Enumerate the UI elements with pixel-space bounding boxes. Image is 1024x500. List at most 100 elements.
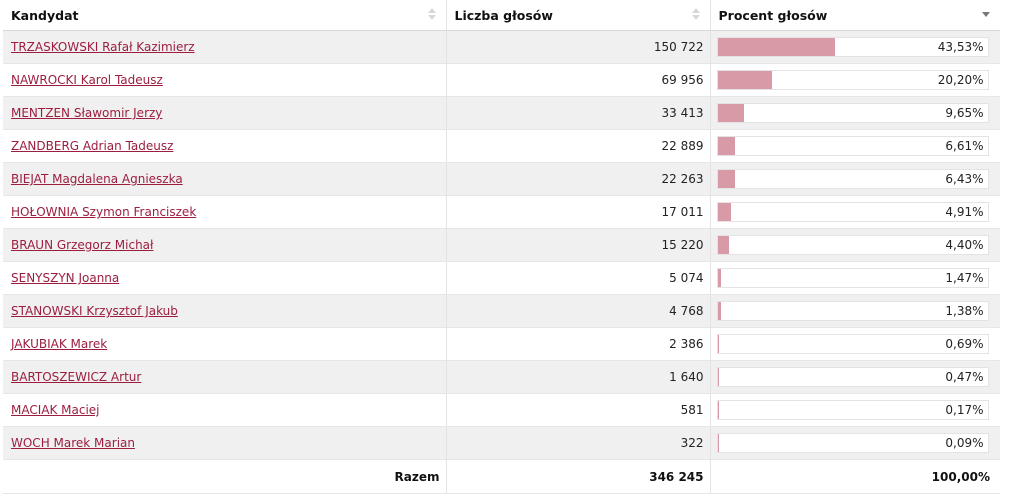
table-row: JAKUBIAK Marek 2 386 0,69% xyxy=(3,327,1000,361)
percent-bar: 6,61% xyxy=(716,136,989,156)
total-percent: 100,00% xyxy=(709,459,1000,494)
votes-cell: 4 768 xyxy=(445,294,710,328)
candidate-cell: NAWROCKI Karol Tadeusz xyxy=(3,63,446,97)
percent-bar-fill xyxy=(717,137,736,155)
percent-cell: 4,40% xyxy=(709,228,1000,262)
table-row: ZANDBERG Adrian Tadeusz 22 889 6,61% xyxy=(3,129,1000,163)
candidate-cell: TRZASKOWSKI Rafał Kazimierz xyxy=(3,30,446,64)
percent-value: 43,53% xyxy=(937,40,984,54)
percent-bar-fill xyxy=(717,104,744,122)
percent-value: 0,17% xyxy=(945,403,984,417)
votes-cell: 22 889 xyxy=(445,129,710,163)
percent-bar: 20,20% xyxy=(716,70,989,90)
percent-value: 9,65% xyxy=(945,106,984,120)
table-row: HOŁOWNIA Szymon Franciszek 17 011 4,91% xyxy=(3,195,1000,229)
percent-value: 6,61% xyxy=(945,139,984,153)
percent-value: 4,40% xyxy=(945,238,984,252)
percent-value: 0,69% xyxy=(945,337,984,351)
percent-bar-fill xyxy=(717,335,720,353)
candidate-cell: MACIAK Maciej xyxy=(3,393,446,427)
percent-value: 1,47% xyxy=(945,271,984,285)
candidate-cell: WOCH Marek Marian xyxy=(3,426,446,460)
candidate-link[interactable]: ZANDBERG Adrian Tadeusz xyxy=(11,139,174,153)
candidate-cell: STANOWSKI Krzysztof Jakub xyxy=(3,294,446,328)
candidate-link[interactable]: SENYSZYN Joanna xyxy=(11,271,120,285)
total-row: Razem 346 245 100,00% xyxy=(3,459,1000,494)
percent-bar: 9,65% xyxy=(716,103,989,123)
percent-value: 20,20% xyxy=(937,73,984,87)
results-table: Kandydat Liczba głosów Procent głosów TR… xyxy=(3,0,1000,494)
candidate-link[interactable]: WOCH Marek Marian xyxy=(11,436,135,450)
candidate-link[interactable]: BRAUN Grzegorz Michał xyxy=(11,238,154,252)
percent-cell: 0,47% xyxy=(709,360,1000,394)
sort-arrows-icon[interactable] xyxy=(427,8,436,22)
percent-cell: 0,09% xyxy=(709,426,1000,460)
percent-cell: 4,91% xyxy=(709,195,1000,229)
candidate-cell: JAKUBIAK Marek xyxy=(3,327,446,361)
percent-cell: 0,17% xyxy=(709,393,1000,427)
candidate-link[interactable]: TRZASKOWSKI Rafał Kazimierz xyxy=(11,40,195,54)
candidate-link[interactable]: BIEJAT Magdalena Agnieszka xyxy=(11,172,183,186)
candidate-link[interactable]: HOŁOWNIA Szymon Franciszek xyxy=(11,205,197,219)
sort-arrows-icon[interactable] xyxy=(691,8,700,22)
votes-cell: 581 xyxy=(445,393,710,427)
column-header-percent-label: Procent głosów xyxy=(718,7,828,23)
candidate-cell: MENTZEN Sławomir Jerzy xyxy=(3,96,446,130)
percent-value: 4,91% xyxy=(945,205,984,219)
table-row: MACIAK Maciej 581 0,17% xyxy=(3,393,1000,427)
percent-bar-fill xyxy=(717,269,722,287)
percent-bar: 1,38% xyxy=(716,301,989,321)
percent-bar-fill xyxy=(717,170,735,188)
percent-value: 6,43% xyxy=(945,172,984,186)
percent-bar-fill xyxy=(717,203,731,221)
total-votes: 346 245 xyxy=(445,459,710,494)
table-row: NAWROCKI Karol Tadeusz 69 956 20,20% xyxy=(3,63,1000,97)
table-row: BIEJAT Magdalena Agnieszka 22 263 6,43% xyxy=(3,162,1000,196)
percent-bar-fill xyxy=(717,236,730,254)
candidate-link[interactable]: MACIAK Maciej xyxy=(11,403,100,417)
percent-cell: 9,65% xyxy=(709,96,1000,130)
candidate-cell: BRAUN Grzegorz Michał xyxy=(3,228,446,262)
votes-cell: 33 413 xyxy=(445,96,710,130)
header-row: Kandydat Liczba głosów Procent głosów xyxy=(3,0,1000,31)
candidate-cell: BARTOSZEWICZ Artur xyxy=(3,360,446,394)
table-body: TRZASKOWSKI Rafał Kazimierz 150 722 43,53%… xyxy=(3,30,1000,460)
table-row: BRAUN Grzegorz Michał 15 220 4,40% xyxy=(3,228,1000,262)
column-header-percent[interactable]: Procent głosów xyxy=(709,0,1000,31)
percent-bar: 43,53% xyxy=(716,37,989,57)
candidate-cell: BIEJAT Magdalena Agnieszka xyxy=(3,162,446,196)
percent-bar: 0,69% xyxy=(716,334,989,354)
table-row: MENTZEN Sławomir Jerzy 33 413 9,65% xyxy=(3,96,1000,130)
percent-bar: 1,47% xyxy=(716,268,989,288)
candidate-link[interactable]: NAWROCKI Karol Tadeusz xyxy=(11,73,163,87)
percent-bar: 6,43% xyxy=(716,169,989,189)
votes-cell: 69 956 xyxy=(445,63,710,97)
percent-bar: 0,17% xyxy=(716,400,989,420)
column-header-votes-label: Liczba głosów xyxy=(454,7,553,23)
column-header-votes[interactable]: Liczba głosów xyxy=(445,0,710,31)
candidate-cell: HOŁOWNIA Szymon Franciszek xyxy=(3,195,446,229)
votes-cell: 22 263 xyxy=(445,162,710,196)
sort-descending-icon[interactable] xyxy=(982,8,990,22)
total-label: Razem xyxy=(3,459,446,494)
percent-bar-fill xyxy=(717,368,719,386)
percent-cell: 1,38% xyxy=(709,294,1000,328)
table-row: STANOWSKI Krzysztof Jakub 4 768 1,38% xyxy=(3,294,1000,328)
votes-cell: 17 011 xyxy=(445,195,710,229)
votes-cell: 2 386 xyxy=(445,327,710,361)
votes-cell: 5 074 xyxy=(445,261,710,295)
votes-cell: 15 220 xyxy=(445,228,710,262)
column-header-candidate[interactable]: Kandydat xyxy=(3,0,446,31)
candidate-link[interactable]: STANOWSKI Krzysztof Jakub xyxy=(11,304,178,318)
candidate-link[interactable]: BARTOSZEWICZ Artur xyxy=(11,370,142,384)
candidate-link[interactable]: MENTZEN Sławomir Jerzy xyxy=(11,106,163,120)
percent-cell: 1,47% xyxy=(709,261,1000,295)
percent-bar: 4,40% xyxy=(716,235,989,255)
candidate-link[interactable]: JAKUBIAK Marek xyxy=(11,337,108,351)
candidate-cell: SENYSZYN Joanna xyxy=(3,261,446,295)
percent-bar: 0,09% xyxy=(716,433,989,453)
table-row: BARTOSZEWICZ Artur 1 640 0,47% xyxy=(3,360,1000,394)
table-row: WOCH Marek Marian 322 0,09% xyxy=(3,426,1000,460)
votes-cell: 150 722 xyxy=(445,30,710,64)
votes-cell: 322 xyxy=(445,426,710,460)
